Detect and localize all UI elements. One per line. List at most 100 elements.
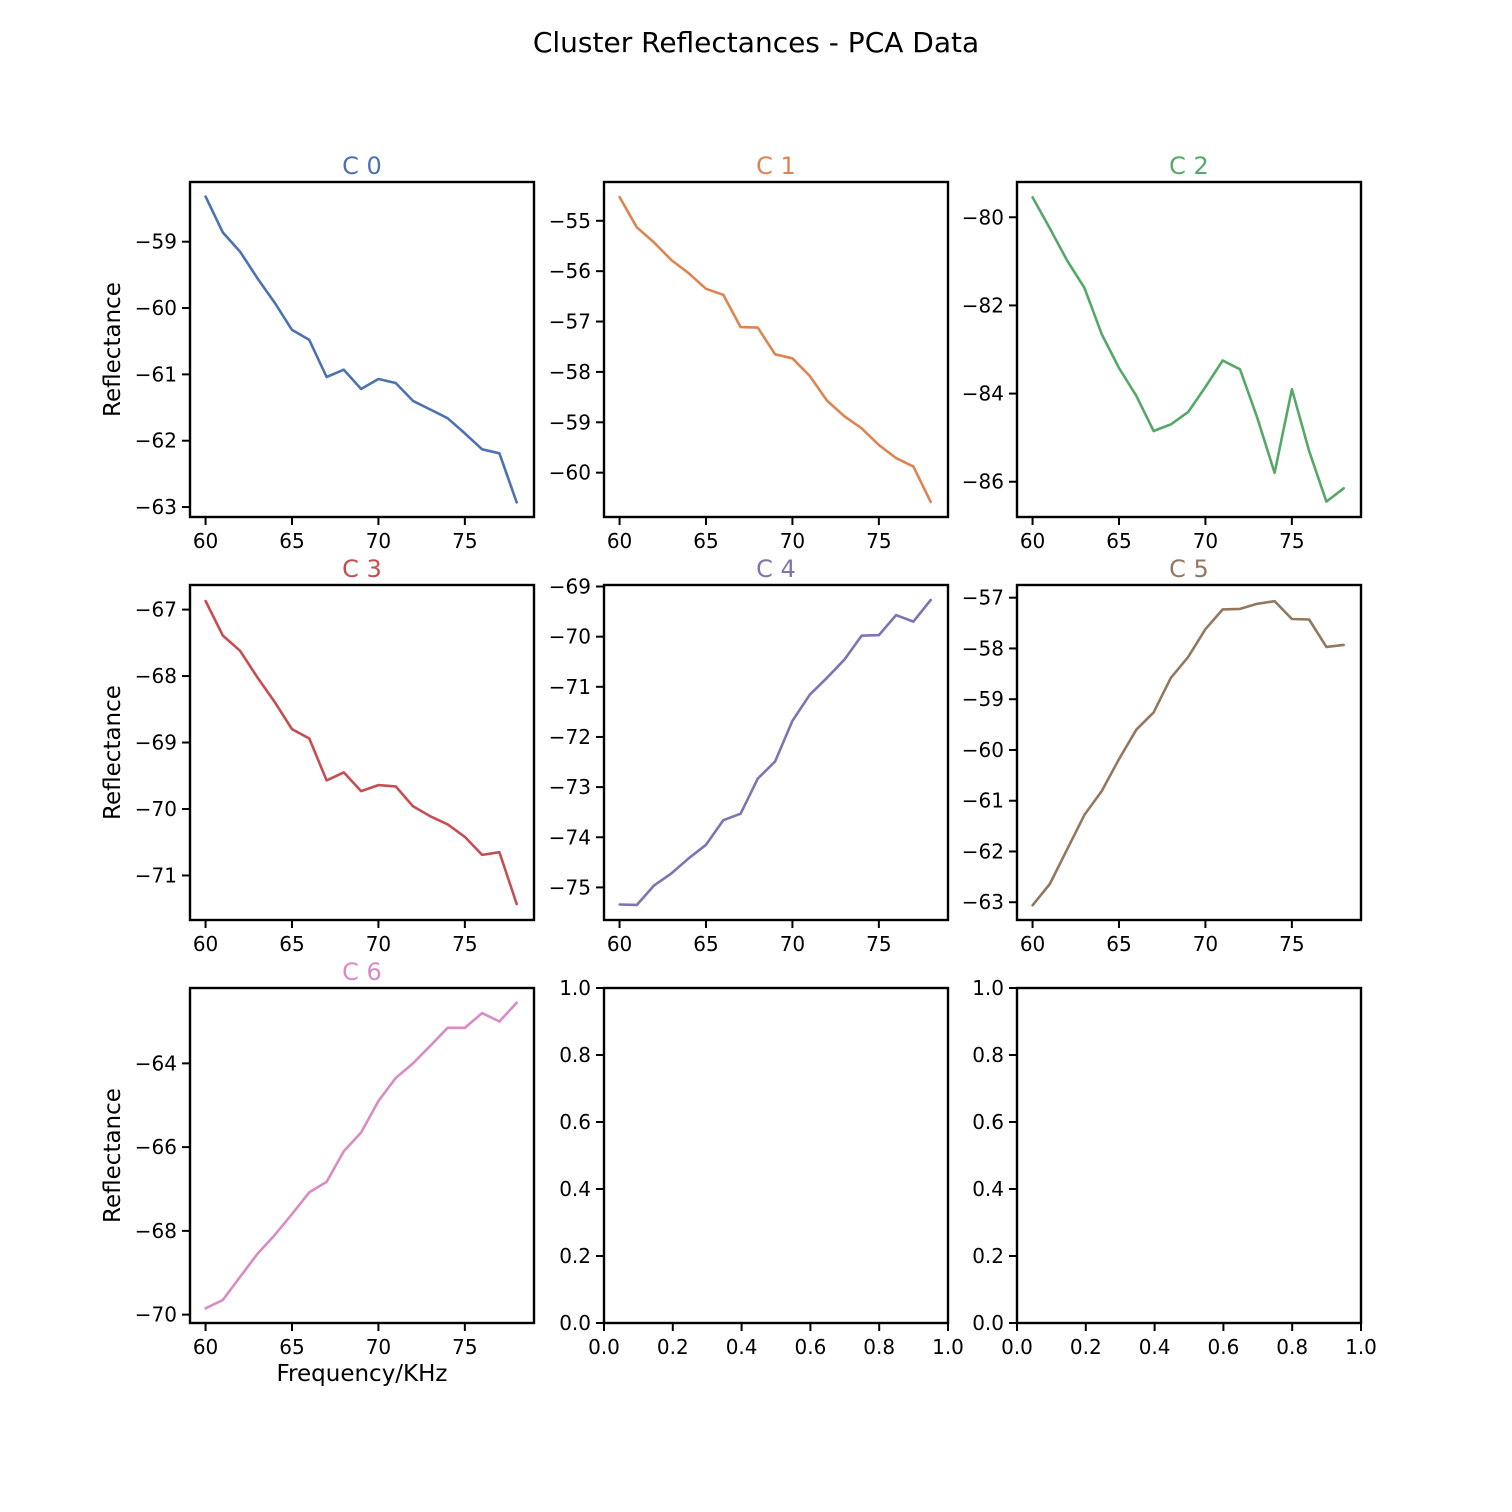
x-tick-label: 1.0 (932, 1335, 964, 1359)
y-tick-label: −61 (135, 362, 177, 386)
series-line-3 (204, 599, 519, 906)
subplot-8: 0.0 0.2 0.4 0.6 0.8 1.0 0.0 0.2 0.4 0.6 0.8 1.0 (972, 976, 1377, 1359)
x-axis-label: Frequency/KHz (276, 1361, 447, 1387)
y-tick-label: −56 (549, 259, 591, 283)
y-tick-label: −68 (135, 664, 177, 688)
x-tick-label: 65 (693, 932, 718, 956)
series-line-1 (618, 195, 933, 504)
axes-frame (602, 986, 950, 1325)
x-tick-label: 70 (366, 1335, 391, 1359)
y-tick-label: −80 (962, 205, 1004, 229)
x-tick-label: 0.8 (1276, 1335, 1308, 1359)
x-tick-label: 70 (1193, 932, 1218, 956)
x-tick-label: 0.6 (794, 1335, 826, 1359)
y-tick-label: −70 (135, 797, 177, 821)
series-line-0 (204, 195, 519, 504)
y-tick-label: 0.2 (559, 1244, 591, 1268)
subplot-title: C 6 (342, 958, 382, 986)
x-tick-label: 0.8 (863, 1335, 895, 1359)
x-tick-label: 75 (452, 1335, 477, 1359)
y-tick-label: −60 (962, 738, 1004, 762)
subplot-title: C 3 (342, 555, 382, 583)
y-tick-label: −60 (135, 296, 177, 320)
y-axis-label: Reflectance (100, 685, 126, 820)
x-tick-label: 65 (1106, 529, 1131, 553)
y-tick-label: −70 (549, 625, 591, 649)
figure-title: Cluster Reflectances - PCA Data (533, 26, 979, 59)
y-tick-label: −71 (549, 675, 591, 699)
y-tick-label: −71 (135, 863, 177, 887)
x-tick-label: 75 (452, 529, 477, 553)
x-tick-label: 60 (607, 932, 632, 956)
y-tick-label: −66 (135, 1135, 177, 1159)
x-tick-label: 70 (780, 932, 805, 956)
y-axis-label: Reflectance (100, 282, 126, 417)
x-tick-label: 60 (607, 529, 632, 553)
y-tick-label: 0.8 (559, 1043, 591, 1067)
subplot-4: 60 65 70 75 −75 −74 −73 −72 −71 −70 −69 C 4 (549, 555, 950, 956)
y-tick-label: −75 (549, 875, 591, 899)
x-tick-label: 0.4 (1139, 1335, 1171, 1359)
axes-frame (1015, 180, 1363, 519)
subplot-2: 60 65 70 75 −86 −84 −82 −80 C 2 (962, 152, 1363, 553)
x-tick-label: 0.6 (1207, 1335, 1239, 1359)
axes-frame (188, 986, 536, 1325)
y-tick-label: 0.8 (972, 1043, 1004, 1067)
subplot-1: 60 65 70 75 −60 −59 −58 −57 −56 −55 C 1 (549, 152, 950, 553)
x-tick-label: 0.2 (657, 1335, 689, 1359)
x-tick-label: 75 (1279, 932, 1304, 956)
x-tick-label: 0.0 (588, 1335, 620, 1359)
x-tick-label: 0.2 (1070, 1335, 1102, 1359)
x-tick-label: 75 (452, 932, 477, 956)
series-line-2 (1031, 196, 1345, 503)
y-tick-label: 0.0 (559, 1311, 591, 1335)
y-tick-label: 0.0 (972, 1311, 1004, 1335)
y-tick-label: −70 (135, 1303, 177, 1327)
y-tick-label: −69 (135, 731, 177, 755)
x-tick-label: 0.4 (726, 1335, 758, 1359)
subplot-7: 0.0 0.2 0.4 0.6 0.8 1.0 0.0 0.2 0.4 0.6 0.8 1.0 (559, 976, 964, 1359)
y-tick-label: −58 (962, 636, 1004, 660)
subplot-title: C 0 (342, 152, 382, 180)
y-tick-label: 0.4 (559, 1177, 591, 1201)
x-tick-label: 60 (1020, 529, 1045, 553)
y-tick-label: −55 (549, 209, 591, 233)
x-tick-label: 60 (193, 1335, 218, 1359)
y-tick-label: −72 (549, 725, 591, 749)
x-tick-label: 65 (279, 529, 304, 553)
y-tick-label: 0.6 (972, 1110, 1004, 1134)
y-axis-label: Reflectance (100, 1088, 126, 1223)
y-tick-label: −59 (135, 230, 177, 254)
y-tick-label: −69 (549, 575, 591, 599)
x-tick-label: 70 (366, 529, 391, 553)
x-tick-label: 65 (693, 529, 718, 553)
subplot-5: 60 65 70 75 −63 −62 −61 −60 −59 −58 −57 C 5 (962, 555, 1363, 956)
x-tick-label: 60 (193, 932, 218, 956)
y-tick-label: −58 (549, 360, 591, 384)
subplot-title: C 5 (1169, 555, 1209, 583)
y-tick-label: −86 (962, 470, 1004, 494)
y-tick-label: −63 (135, 495, 177, 519)
y-tick-label: −57 (549, 310, 591, 334)
subplot-grid: 60 65 70 75 −63 −62 −61 −60 −59 C 0 Reflectance 60 6… (100, 152, 1377, 1387)
y-tick-label: 0.4 (972, 1177, 1004, 1201)
y-tick-label: −57 (962, 586, 1004, 610)
y-tick-label: −84 (962, 382, 1004, 406)
y-tick-label: −63 (962, 890, 1004, 914)
y-tick-label: −62 (135, 429, 177, 453)
axes-frame (602, 180, 950, 519)
y-tick-label: −64 (135, 1051, 177, 1075)
y-tick-label: −67 (135, 598, 177, 622)
series-line-6 (204, 1001, 519, 1310)
axes-frame (1015, 986, 1363, 1325)
subplot-0: 60 65 70 75 −63 −62 −61 −60 −59 C 0 Reflectance (100, 152, 536, 553)
subplot-title: C 4 (756, 555, 796, 583)
subplot-6: 60 65 70 75 −70 −68 −66 −64 C 6 Reflectance Freque… (100, 958, 536, 1387)
y-tick-label: 1.0 (972, 976, 1004, 1000)
y-tick-label: 0.6 (559, 1110, 591, 1134)
y-tick-label: −73 (549, 775, 591, 799)
y-tick-label: −59 (962, 687, 1004, 711)
x-tick-label: 60 (1020, 932, 1045, 956)
axes-frame (188, 583, 536, 922)
